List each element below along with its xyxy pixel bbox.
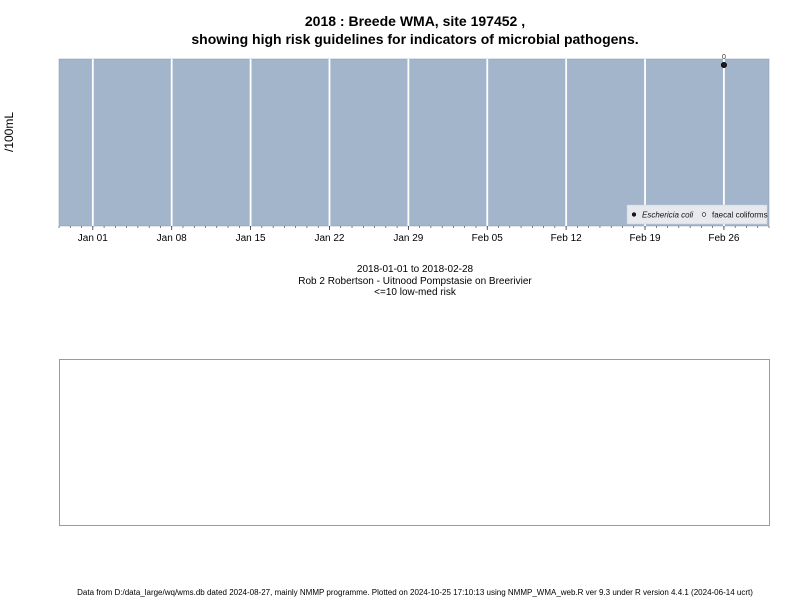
footer-note: Data from D:/data_large/wq/wms.db dated … [77, 588, 753, 597]
x-tick-label: Jan 01 [78, 233, 108, 244]
chart-title-line-2: showing high risk guidelines for indicat… [191, 31, 639, 47]
plot-panel [58, 58, 770, 227]
legend-marker [631, 212, 637, 217]
data-point [720, 62, 727, 69]
x-tick-labels: Jan 01 Jan 08 Jan 15 Jan 22 Jan 29 Feb 05 Feb … [78, 233, 740, 244]
x-tick-label: Jan 15 [236, 233, 266, 244]
x-grid-lines [91, 59, 725, 226]
site-caption: Rob 2 Robertson - Uitnood Pompstasie on … [298, 276, 532, 287]
x-tick-label: Feb 26 [708, 233, 740, 244]
legend-label: faecal coliforms [712, 211, 768, 220]
x-minor-ticks [58, 226, 770, 228]
data-point-label: 0 [722, 54, 726, 61]
data-points: 0 [720, 54, 727, 69]
x-major-ticks [92, 226, 725, 230]
empty-plot-panel [59, 359, 770, 526]
x-tick-label: Jan 08 [157, 233, 187, 244]
x-tick-label: Feb 19 [629, 233, 661, 244]
x-tick-label: Jan 22 [314, 233, 344, 244]
x-tick-label: Feb 05 [472, 233, 504, 244]
chart-plot: Jan 01 Jan 08 Jan 15 Jan 22 Jan 29 Feb 05 Feb … [58, 54, 770, 244]
legend: Eschericia coli faecal coliforms [626, 204, 768, 225]
legend-box [626, 204, 768, 225]
date-range-caption: 2018-01-01 to 2018-02-28 [356, 264, 474, 275]
legend-marker [701, 212, 707, 217]
x-tick-label: Jan 29 [393, 233, 423, 244]
chart-title-line-1: 2018 : Breede WMA, site 197452 , [304, 13, 526, 29]
x-tick-label: Feb 12 [551, 233, 583, 244]
risk-caption: <=10 low-med risk [374, 287, 456, 298]
legend-label: Eschericia coli [642, 211, 693, 220]
